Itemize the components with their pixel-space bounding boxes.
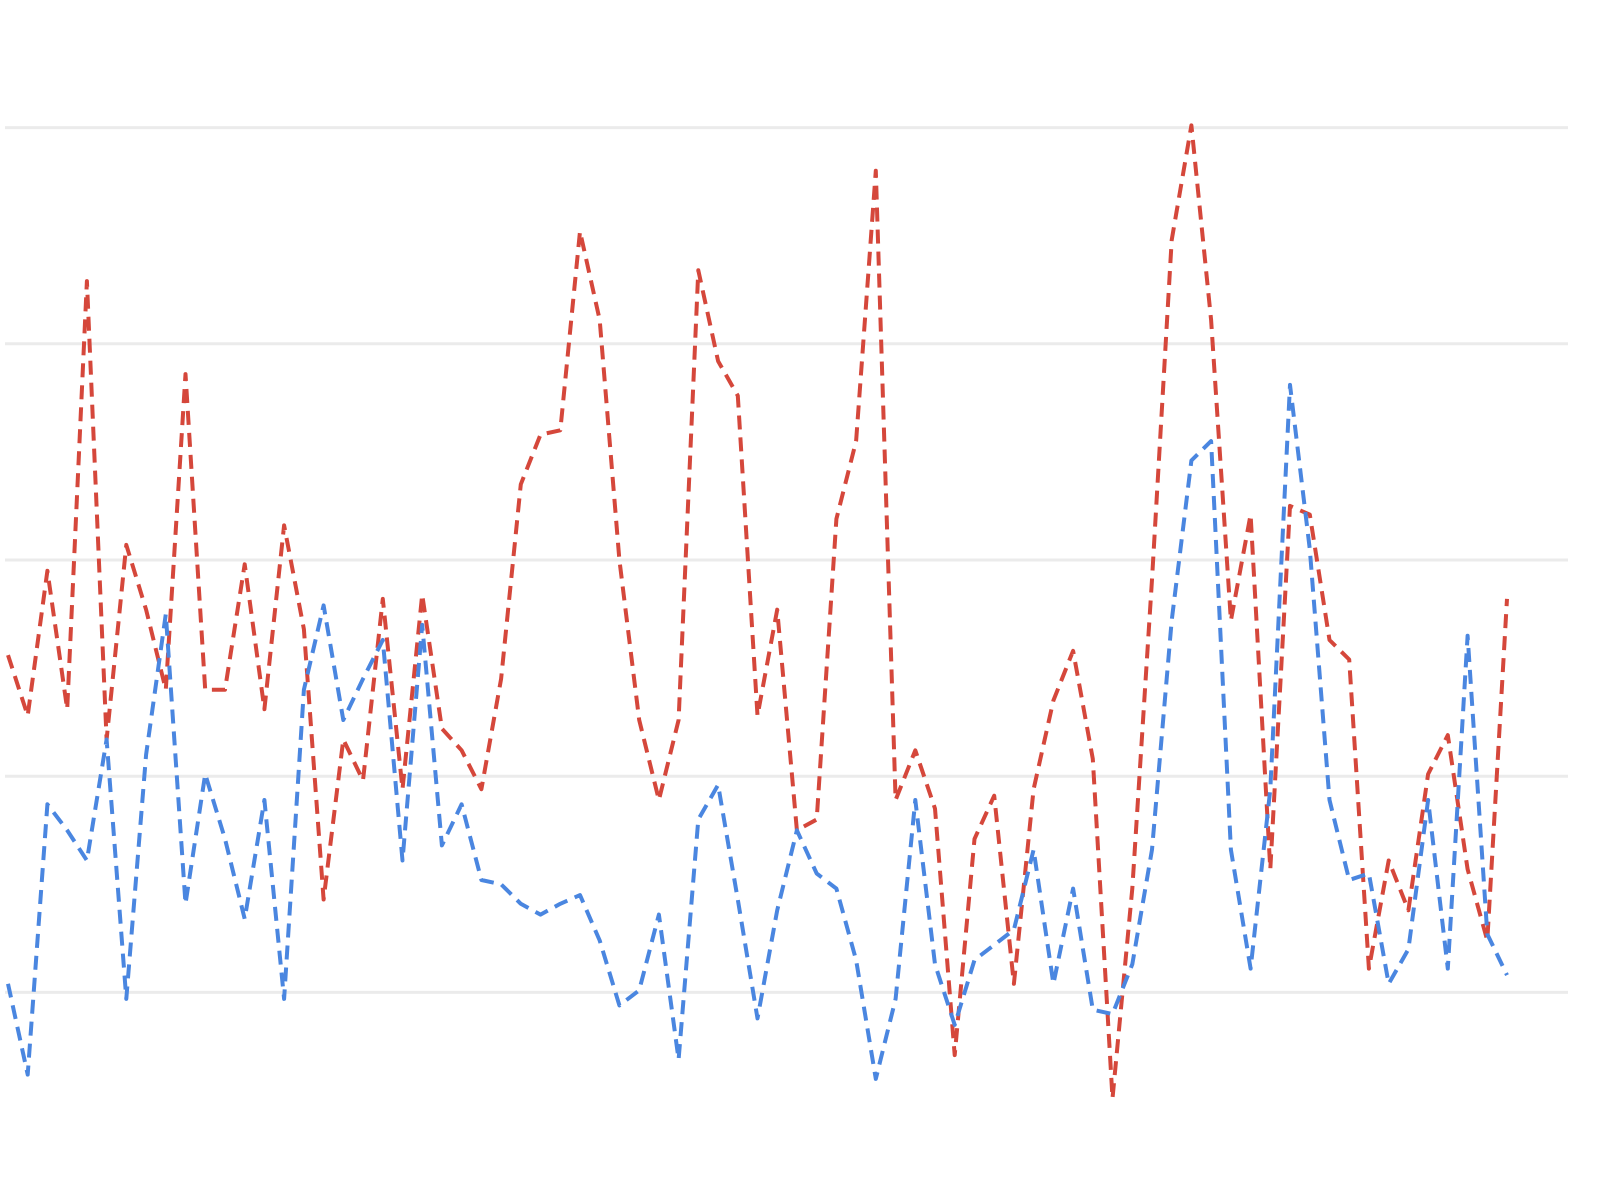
- data-line: [6, 123, 1509, 1101]
- data-line: [6, 382, 1509, 1081]
